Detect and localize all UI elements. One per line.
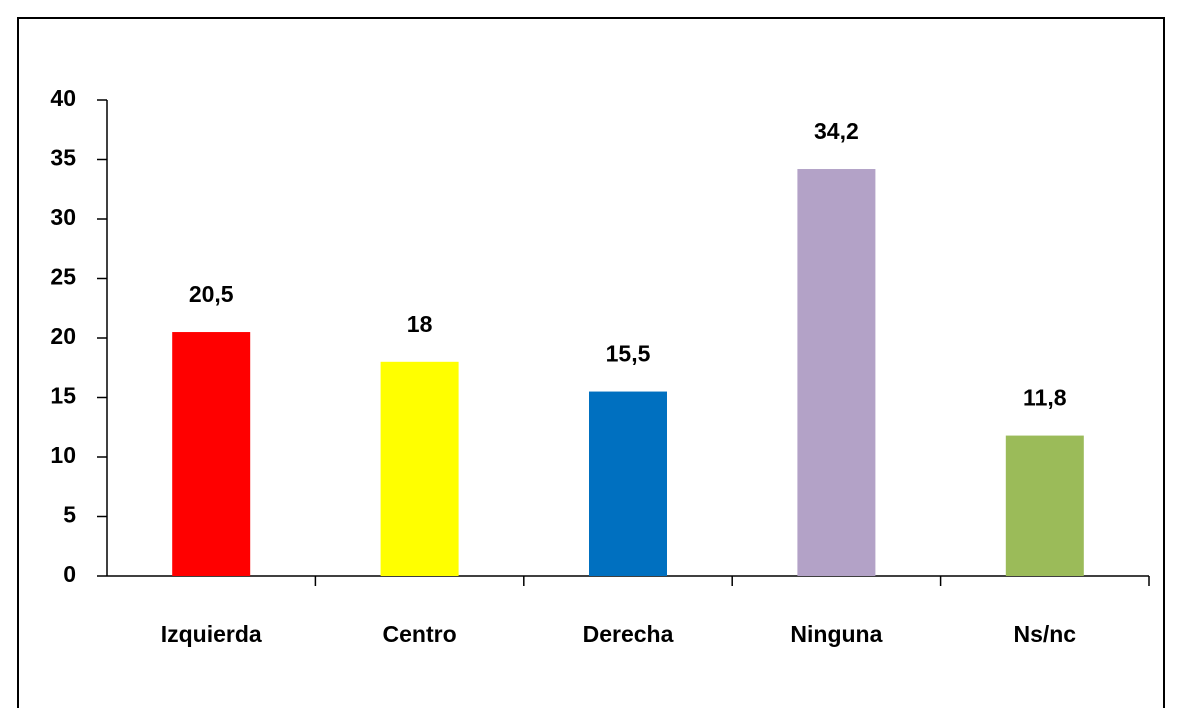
y-tick-label: 25	[50, 264, 76, 290]
bar	[172, 332, 251, 576]
y-tick-label: 0	[63, 561, 76, 587]
data-label: 34,2	[814, 118, 859, 144]
y-tick-label: 20	[50, 323, 76, 349]
x-tick-label: Ns/nc	[1013, 621, 1076, 647]
y-tick-label: 10	[50, 442, 76, 468]
data-label: 15,5	[606, 341, 651, 367]
y-tick-label: 40	[50, 85, 76, 111]
bar	[380, 361, 459, 576]
data-label: 11,8	[1023, 385, 1067, 411]
bar	[589, 391, 667, 576]
data-label: 20,5	[189, 281, 234, 307]
bar	[1005, 435, 1084, 576]
y-tick-label: 5	[63, 502, 76, 528]
x-tick-label: Ninguna	[790, 621, 882, 647]
x-tick-label: Izquierda	[161, 621, 262, 647]
x-tick-label: Centro	[383, 621, 457, 647]
x-tick-label: Derecha	[583, 621, 674, 647]
y-tick-label: 35	[50, 145, 76, 171]
bar	[797, 169, 876, 576]
y-tick-label: 30	[50, 204, 76, 230]
data-label: 18	[407, 311, 433, 337]
y-tick-label: 15	[50, 383, 76, 409]
